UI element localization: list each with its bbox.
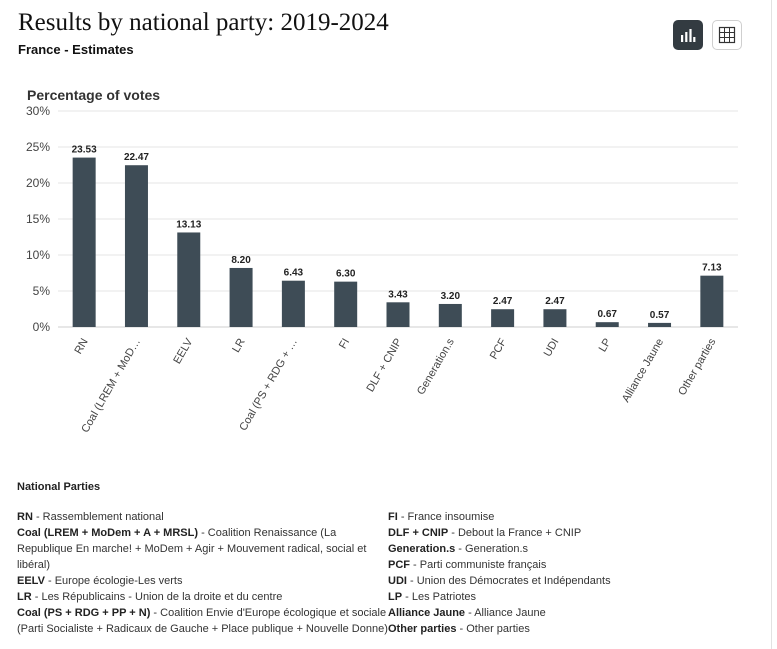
x-tick-label: Other parties xyxy=(676,336,718,397)
x-tick-label: DLF + CNIP xyxy=(364,337,404,395)
x-tick-label: LR xyxy=(230,336,247,354)
legend-item: RN - Rassemblement national xyxy=(17,509,388,525)
x-tick-label: EELV xyxy=(171,336,195,366)
x-tick-label: UDI xyxy=(542,337,562,359)
y-axis-title: Percentage of votes xyxy=(27,87,161,103)
legend-description: - Les Républicains - Union de la droite … xyxy=(31,591,283,603)
legend-item: LP - Les Patriotes xyxy=(388,589,757,605)
data-label: 3.43 xyxy=(388,289,408,300)
legend-description: - Alliance Jaune xyxy=(465,607,546,619)
data-label: 22.47 xyxy=(124,152,149,163)
legend-item: Other parties - Other parties xyxy=(388,621,757,637)
y-tick-label: 5% xyxy=(33,284,51,298)
bar xyxy=(72,157,96,327)
bar-chart-icon xyxy=(681,29,696,42)
x-tick-label: PCF xyxy=(488,336,510,361)
legend-abbr: FI xyxy=(388,511,398,523)
x-tick-label: Generation.s xyxy=(415,336,457,397)
data-label: 0.57 xyxy=(650,310,670,321)
bar xyxy=(229,267,253,327)
legend-description: - Generation.s xyxy=(455,543,529,555)
legend-abbr: Generation.s xyxy=(388,543,456,555)
page-title: Results by national party: 2019-2024 xyxy=(18,9,389,36)
x-tick-label: Alliance Jaune xyxy=(620,337,666,405)
legend-description: - Les Patriotes xyxy=(402,591,477,603)
legend-description: - Europe écologie-Les verts xyxy=(44,575,183,587)
x-tick-label: Coal (PS + RDG + … xyxy=(237,337,300,434)
right-border xyxy=(771,0,772,649)
legend-item: Coal (PS + RDG + PP + N) - Coalition Env… xyxy=(17,605,388,637)
legend-abbr: DLF + CNIP xyxy=(388,527,449,539)
bar xyxy=(177,232,201,327)
legend-abbr: Other parties xyxy=(388,623,457,635)
bar xyxy=(491,309,515,327)
legend-abbr: UDI xyxy=(388,575,407,587)
legend-abbr: Coal (LREM + MoDem + A + MRSL) xyxy=(17,527,199,539)
bar xyxy=(595,322,619,327)
page-subtitle: France - Estimates xyxy=(18,42,134,57)
legend-description: - Parti communiste français xyxy=(410,559,547,571)
legend-column-left: RN - Rassemblement national Coal (LREM + … xyxy=(17,509,388,637)
data-label: 2.47 xyxy=(545,296,565,307)
bar xyxy=(334,281,358,327)
legend-description: - Union des Démocrates et Indépendants xyxy=(406,575,611,587)
legend-description: - Other parties xyxy=(456,623,530,635)
legend-column-right: FI - France insoumise DLF + CNIP - Debout… xyxy=(388,509,757,637)
legend-item: Generation.s - Generation.s xyxy=(388,541,757,557)
legend-abbr: PCF xyxy=(388,559,410,571)
legend-description: - Coalition Renaissance (La Republique E… xyxy=(17,527,367,571)
legend-item: FI - France insoumise xyxy=(388,509,757,525)
data-label: 2.47 xyxy=(493,296,513,307)
y-tick-label: 15% xyxy=(26,212,50,226)
data-label: 8.20 xyxy=(231,255,251,266)
legend-title: National Parties xyxy=(17,481,101,493)
legend-description: - Coalition Envie d'Europe écologique et… xyxy=(17,607,388,635)
y-tick-label: 20% xyxy=(26,176,50,190)
y-tick-label: 0% xyxy=(33,320,51,334)
legend: National Parties RN - Rassemblement nati… xyxy=(17,479,757,637)
legend-abbr: LR xyxy=(17,591,32,603)
legend-description: - France insoumise xyxy=(397,511,495,523)
x-tick-label: LP xyxy=(597,337,614,355)
bar xyxy=(543,309,567,327)
x-tick-label: Coal (LREM + MoD… xyxy=(79,337,143,435)
legend-item: Coal (LREM + MoDem + A + MRSL) - Coaliti… xyxy=(17,525,388,573)
data-label: 6.43 xyxy=(284,268,304,279)
data-label: 0.67 xyxy=(597,309,617,320)
bar-chart: 0% 5% 10% 15% 20% 25% 30% 23.53 22.47 13.13 8.20 6… xyxy=(26,104,738,435)
bar xyxy=(700,275,724,327)
data-label: 3.20 xyxy=(441,291,461,302)
legend-description: - Rassemblement national xyxy=(32,511,164,523)
data-label: 6.30 xyxy=(336,269,356,280)
legend-item: EELV - Europe écologie-Les verts xyxy=(17,573,388,589)
bar xyxy=(281,280,305,327)
y-tick-label: 30% xyxy=(26,104,50,118)
bar xyxy=(648,322,672,327)
legend-abbr: Coal (PS + RDG + PP + N) xyxy=(17,607,151,619)
data-label: 13.13 xyxy=(176,219,201,230)
table-grid-icon xyxy=(718,26,736,44)
bar xyxy=(124,165,148,327)
legend-abbr: EELV xyxy=(17,575,45,587)
chart-view-button[interactable] xyxy=(673,20,703,50)
y-tick-label: 10% xyxy=(26,248,50,262)
x-tick-label: FI xyxy=(337,337,352,351)
data-label: 23.53 xyxy=(72,145,97,156)
legend-abbr: LP xyxy=(388,591,403,603)
bar xyxy=(438,303,462,327)
legend-item: UDI - Union des Démocrates et Indépendan… xyxy=(388,573,757,589)
legend-description: - Debout la France + CNIP xyxy=(448,527,582,539)
data-label: 7.13 xyxy=(702,263,722,274)
legend-abbr: RN xyxy=(17,511,33,523)
table-view-button[interactable] xyxy=(712,20,742,50)
legend-abbr: Alliance Jaune xyxy=(388,607,466,619)
legend-item: Alliance Jaune - Alliance Jaune xyxy=(388,605,757,621)
x-tick-label: RN xyxy=(72,336,90,356)
legend-item: PCF - Parti communiste français xyxy=(388,557,757,573)
legend-item: LR - Les Républicains - Union de la droi… xyxy=(17,589,388,605)
y-tick-label: 25% xyxy=(26,140,50,154)
bar xyxy=(386,302,410,327)
legend-item: DLF + CNIP - Debout la France + CNIP xyxy=(388,525,757,541)
